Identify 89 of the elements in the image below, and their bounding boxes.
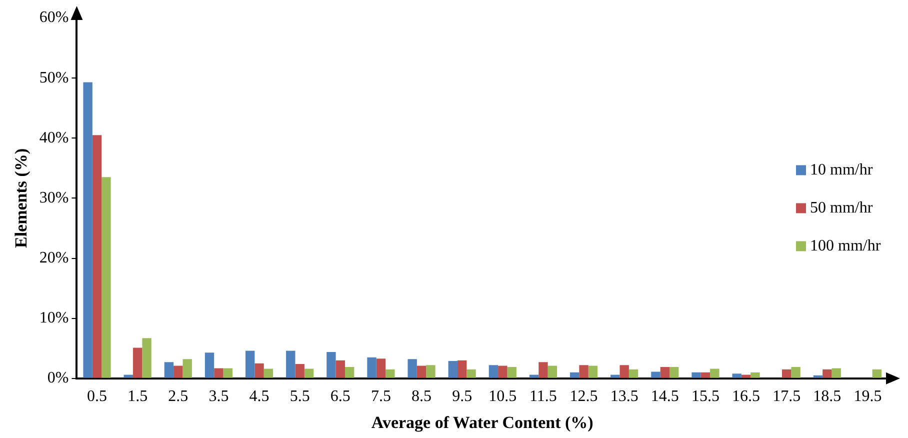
bar [426,365,436,378]
bar [628,369,638,378]
bar [204,352,214,378]
bar [142,338,152,378]
bar [286,350,296,378]
bar [832,368,841,378]
y-tick-label: 20% [39,249,69,266]
y-tick-label: 60% [39,9,69,26]
x-tick-label: 7.5 [370,388,391,406]
legend-label: 50 mm/hr [810,199,874,216]
x-tick-label: 13.5 [610,388,638,406]
bar [692,372,701,378]
bar [570,372,580,378]
bar [588,366,598,378]
bar [214,368,224,378]
bar [386,369,395,378]
bar [498,366,508,378]
bar [466,369,476,378]
bar [102,177,111,378]
x-tick-label: 19.5 [854,388,882,406]
bar [822,369,832,378]
x-tick-label: 15.5 [691,388,720,406]
x-tick-label: 5.5 [290,388,310,406]
x-tick-label: 3.5 [208,388,229,406]
bar [741,374,751,378]
x-tick-label: 10.5 [488,388,517,406]
legend-label: 10 mm/hr [810,161,874,178]
bar [336,360,345,378]
x-tick-label: 16.5 [732,388,760,406]
x-tick-label: 4.5 [249,388,270,406]
bar [124,374,133,378]
bar [408,359,417,378]
bar [416,366,426,378]
x-tick-label: 9.5 [452,388,472,406]
x-tick-label: 0.5 [87,388,108,406]
bar [791,366,800,378]
bar [174,366,183,378]
bar [132,348,142,378]
bar [750,372,760,378]
bar [670,366,679,378]
x-tick-label: 14.5 [650,388,679,406]
bar [548,366,557,378]
bar [610,374,620,378]
bar [872,369,882,378]
bar [304,368,314,378]
bar [164,362,174,378]
bar [782,369,792,378]
y-tick-label: 40% [39,129,69,146]
bar [457,360,467,378]
y-tick-label: 50% [39,69,69,86]
bar [700,372,710,378]
y-axis-title: Elements (%) [12,148,31,248]
bar [326,352,336,378]
x-tick-label: 11.5 [530,388,557,406]
bar [92,135,102,378]
bar [344,366,354,378]
bar [813,375,823,378]
bar [223,368,232,378]
bar [295,364,304,378]
bar [254,363,264,378]
y-tick-label: 0% [47,370,69,387]
bar [448,360,458,378]
bar [488,365,498,378]
bar [620,365,629,378]
y-tick-label: 10% [39,310,69,327]
bar [245,350,255,378]
bar [732,374,742,378]
bar [660,366,670,378]
bar [376,358,386,378]
x-tick-label: 18.5 [813,388,842,406]
bar [83,82,92,378]
x-axis-title: Average of Water Content (%) [371,413,594,432]
bar [579,365,588,378]
x-tick-label: 8.5 [412,388,432,406]
bar [507,366,516,378]
bar [264,368,274,378]
bar [710,368,720,378]
x-tick-label: 17.5 [772,388,801,406]
legend-label: 100 mm/hr [810,237,882,254]
bar [367,357,376,378]
x-tick-label: 12.5 [570,388,598,406]
bar [538,362,548,378]
x-tick-label: 2.5 [168,388,188,406]
bar [182,359,192,378]
bar [651,372,660,378]
y-tick-label: 30% [39,189,69,206]
x-tick-label: 1.5 [128,388,148,406]
bar [529,374,539,378]
x-tick-label: 6.5 [330,388,350,406]
